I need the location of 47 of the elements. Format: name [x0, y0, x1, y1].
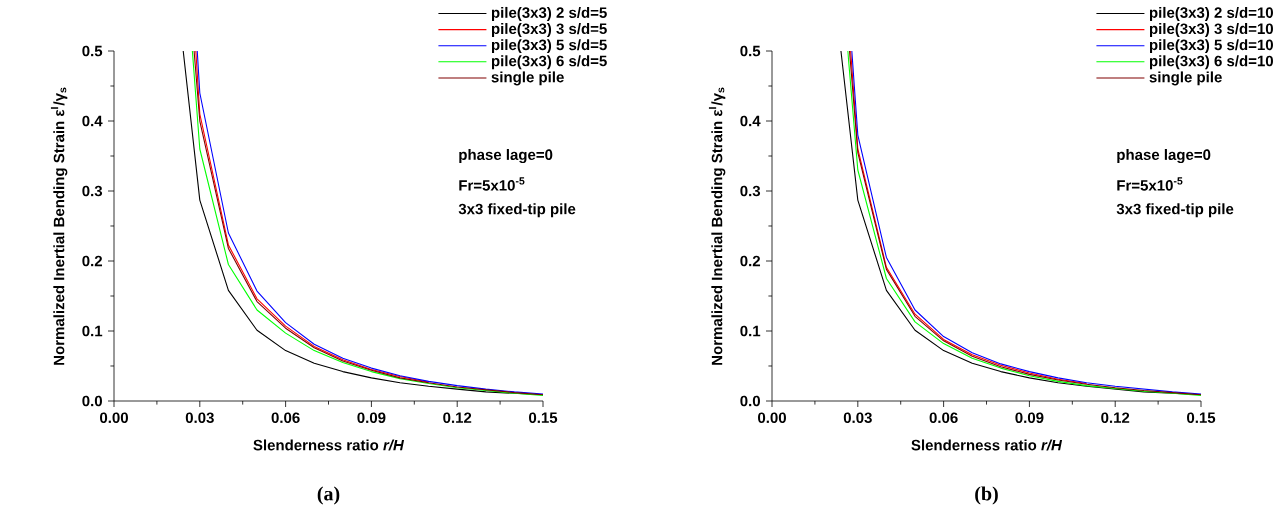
legend-label: pile(3x3) 2 s/d=10	[1149, 6, 1273, 21]
y-tick-label: 0.4	[740, 115, 761, 127]
x-tick-label: 0.15	[529, 412, 558, 424]
y-axis-title: Normalized Inertial Bending Strain ε$^{I}$/γ$_{s}$	[708, 87, 726, 365]
legend-label: pile(3x3) 3 s/d=5	[491, 23, 607, 37]
annotation: Fr=5x10$^{-5}$	[1117, 177, 1183, 191]
y-tick-label: 0.2	[740, 255, 761, 267]
x-tick-label: 0.15	[1187, 412, 1216, 424]
x-tick-label: 0.03	[843, 412, 872, 424]
legend-label: single pile	[1149, 71, 1222, 86]
legend-label: pile(3x3) 5 s/d=5	[491, 39, 607, 54]
y-tick-label: 0.3	[740, 185, 761, 197]
x-axis-title: Slenderness ratio r/H	[253, 439, 405, 451]
y-tick-label: 0.5	[740, 45, 761, 57]
y-tick-label: 0.0	[740, 395, 760, 407]
annotation: 3x3 fixed-tip pile	[458, 203, 576, 218]
x-tick-label: 0.00	[758, 412, 786, 424]
legend-label: single pile	[491, 71, 564, 86]
x-tick-label: 0.00	[100, 412, 128, 424]
annotation: Fr=5x10$^{-5}$	[459, 177, 525, 191]
x-tick-label: 0.09	[1015, 412, 1044, 424]
y-tick-label: 0.1	[740, 325, 761, 337]
x-tick-label: 0.06	[929, 412, 958, 424]
y-tick-label: 0.1	[82, 325, 103, 337]
y-axis-title: Normalized Inertial Bending Strain ε$^{I}$/γ$_{s}$	[50, 87, 68, 365]
x-tick-label: 0.12	[1101, 412, 1130, 424]
legend-label: pile(3x3) 3 s/d=10	[1149, 23, 1273, 37]
legend-label: pile(3x3) 2 s/d=5	[491, 6, 607, 21]
y-tick-label: 0.3	[82, 185, 103, 197]
y-tick-label: 0.0	[82, 395, 102, 407]
x-tick-label: 0.09	[357, 412, 386, 424]
y-tick-label: 0.2	[82, 255, 103, 267]
y-tick-label: 0.4	[82, 115, 103, 127]
annotation: 3x3 fixed-tip pile	[1116, 203, 1234, 218]
x-axis-title: Slenderness ratio r/H	[911, 439, 1063, 451]
line-series	[850, 51, 1088, 385]
text: (b)	[975, 486, 998, 505]
y-tick-label: 0.5	[82, 45, 103, 57]
x-tick-label: 0.06	[271, 412, 300, 424]
legend-label: pile(3x3) 6 s/d=5	[491, 55, 607, 70]
legend-label: pile(3x3) 5 s/d=10	[1149, 39, 1273, 54]
x-tick-label: 0.03	[185, 412, 214, 424]
annotation: phase lage=0	[1117, 149, 1211, 164]
legend-label: pile(3x3) 6 s/d=10	[1149, 55, 1273, 70]
text: (a)	[317, 486, 340, 505]
annotation: phase lage=0	[459, 149, 553, 164]
x-tick-label: 0.12	[443, 412, 472, 424]
